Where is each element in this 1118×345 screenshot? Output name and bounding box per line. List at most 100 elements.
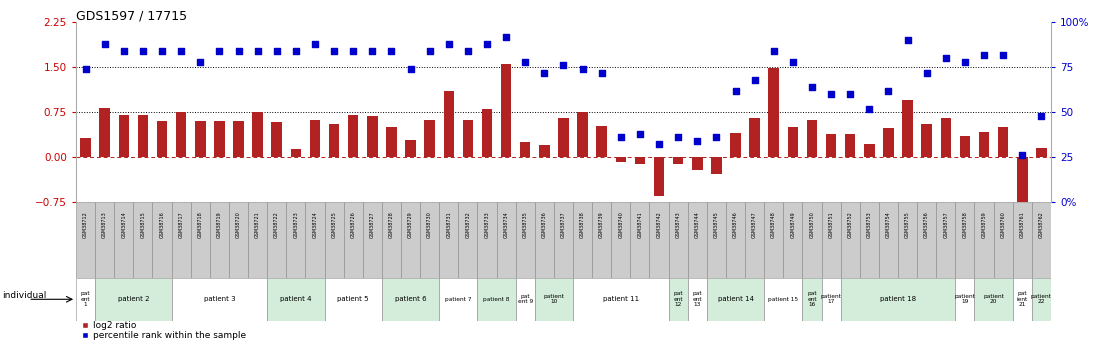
Point bbox=[670, 135, 688, 140]
Bar bbox=[386, 127, 397, 157]
Bar bbox=[654, 157, 664, 196]
Text: GSM38736: GSM38736 bbox=[542, 211, 547, 238]
Text: pat
ent 9: pat ent 9 bbox=[518, 294, 533, 305]
Point bbox=[517, 59, 534, 65]
Bar bbox=[803, 202, 822, 278]
Bar bbox=[477, 202, 496, 278]
Bar bbox=[100, 108, 110, 157]
Bar bbox=[807, 120, 817, 157]
Bar bbox=[420, 202, 439, 278]
Bar bbox=[826, 134, 836, 157]
Point bbox=[918, 70, 936, 76]
Bar bbox=[215, 121, 225, 157]
Bar bbox=[707, 202, 726, 278]
Bar bbox=[845, 134, 855, 157]
Point bbox=[134, 48, 152, 54]
Text: GSM38716: GSM38716 bbox=[160, 211, 164, 238]
Text: GSM38720: GSM38720 bbox=[236, 211, 241, 238]
Point bbox=[325, 48, 343, 54]
Text: GSM38722: GSM38722 bbox=[274, 211, 280, 238]
Text: patient
17: patient 17 bbox=[821, 294, 842, 305]
Bar bbox=[501, 64, 511, 157]
Bar bbox=[362, 202, 382, 278]
Point bbox=[210, 48, 228, 54]
Bar bbox=[534, 202, 553, 278]
Bar bbox=[673, 157, 683, 164]
Bar bbox=[688, 202, 707, 278]
Bar bbox=[305, 202, 324, 278]
Point bbox=[382, 48, 400, 54]
Bar bbox=[458, 202, 477, 278]
Bar bbox=[324, 202, 343, 278]
Text: GSM38761: GSM38761 bbox=[1020, 211, 1025, 238]
Bar bbox=[956, 202, 975, 278]
Bar bbox=[1032, 278, 1051, 321]
Bar bbox=[669, 202, 688, 278]
Point bbox=[401, 66, 419, 72]
Text: pat
ient
21: pat ient 21 bbox=[1016, 292, 1027, 307]
Text: patient
10: patient 10 bbox=[543, 294, 565, 305]
Text: patient 18: patient 18 bbox=[880, 296, 916, 302]
Bar bbox=[272, 122, 282, 157]
Text: GSM38740: GSM38740 bbox=[618, 211, 624, 238]
Bar bbox=[534, 278, 574, 321]
Text: patient 4: patient 4 bbox=[281, 296, 312, 302]
Bar bbox=[688, 278, 707, 321]
Point bbox=[746, 77, 764, 82]
Point bbox=[880, 88, 898, 93]
Bar bbox=[267, 278, 324, 321]
Bar bbox=[444, 91, 454, 157]
Bar bbox=[883, 128, 893, 157]
Bar bbox=[401, 202, 420, 278]
Bar bbox=[711, 157, 721, 174]
Text: GSM38753: GSM38753 bbox=[866, 211, 872, 238]
Bar bbox=[917, 202, 936, 278]
Bar bbox=[329, 124, 340, 157]
Point bbox=[248, 48, 266, 54]
Bar bbox=[936, 202, 956, 278]
Bar bbox=[157, 121, 168, 157]
Bar bbox=[593, 202, 612, 278]
Bar bbox=[822, 278, 841, 321]
Text: GSM38746: GSM38746 bbox=[733, 211, 738, 238]
Text: GSM38714: GSM38714 bbox=[122, 211, 126, 238]
Text: GSM38713: GSM38713 bbox=[102, 211, 107, 238]
Text: GSM38735: GSM38735 bbox=[523, 211, 528, 238]
Bar bbox=[730, 133, 741, 157]
Point bbox=[937, 56, 955, 61]
Bar bbox=[463, 120, 473, 157]
Text: GSM38742: GSM38742 bbox=[656, 211, 662, 238]
Bar bbox=[310, 120, 320, 157]
Bar bbox=[496, 202, 515, 278]
Text: GSM38754: GSM38754 bbox=[885, 211, 891, 238]
Point bbox=[574, 66, 591, 72]
Bar bbox=[171, 202, 191, 278]
Bar bbox=[291, 149, 301, 157]
Text: GSM38748: GSM38748 bbox=[771, 211, 776, 238]
Point bbox=[153, 48, 171, 54]
Bar bbox=[152, 202, 171, 278]
Bar bbox=[229, 202, 248, 278]
Bar bbox=[879, 202, 898, 278]
Bar bbox=[439, 278, 477, 321]
Bar bbox=[1013, 202, 1032, 278]
Text: GSM38752: GSM38752 bbox=[847, 211, 853, 238]
Bar bbox=[234, 121, 244, 157]
Text: GSM38731: GSM38731 bbox=[446, 211, 452, 238]
Bar bbox=[324, 278, 382, 321]
Bar bbox=[1017, 157, 1027, 205]
Bar bbox=[784, 202, 803, 278]
Bar bbox=[382, 202, 401, 278]
Text: patient
22: patient 22 bbox=[1031, 294, 1052, 305]
Bar bbox=[978, 132, 989, 157]
Bar bbox=[841, 278, 956, 321]
Bar bbox=[286, 202, 305, 278]
Point bbox=[803, 84, 821, 90]
Text: GSM38718: GSM38718 bbox=[198, 211, 202, 238]
Text: GSM38755: GSM38755 bbox=[906, 211, 910, 238]
Bar bbox=[860, 202, 879, 278]
Text: GSM38762: GSM38762 bbox=[1039, 211, 1044, 238]
Text: GDS1597 / 17715: GDS1597 / 17715 bbox=[76, 9, 187, 22]
Text: patient 7: patient 7 bbox=[445, 297, 472, 302]
Text: GSM38738: GSM38738 bbox=[580, 211, 585, 238]
